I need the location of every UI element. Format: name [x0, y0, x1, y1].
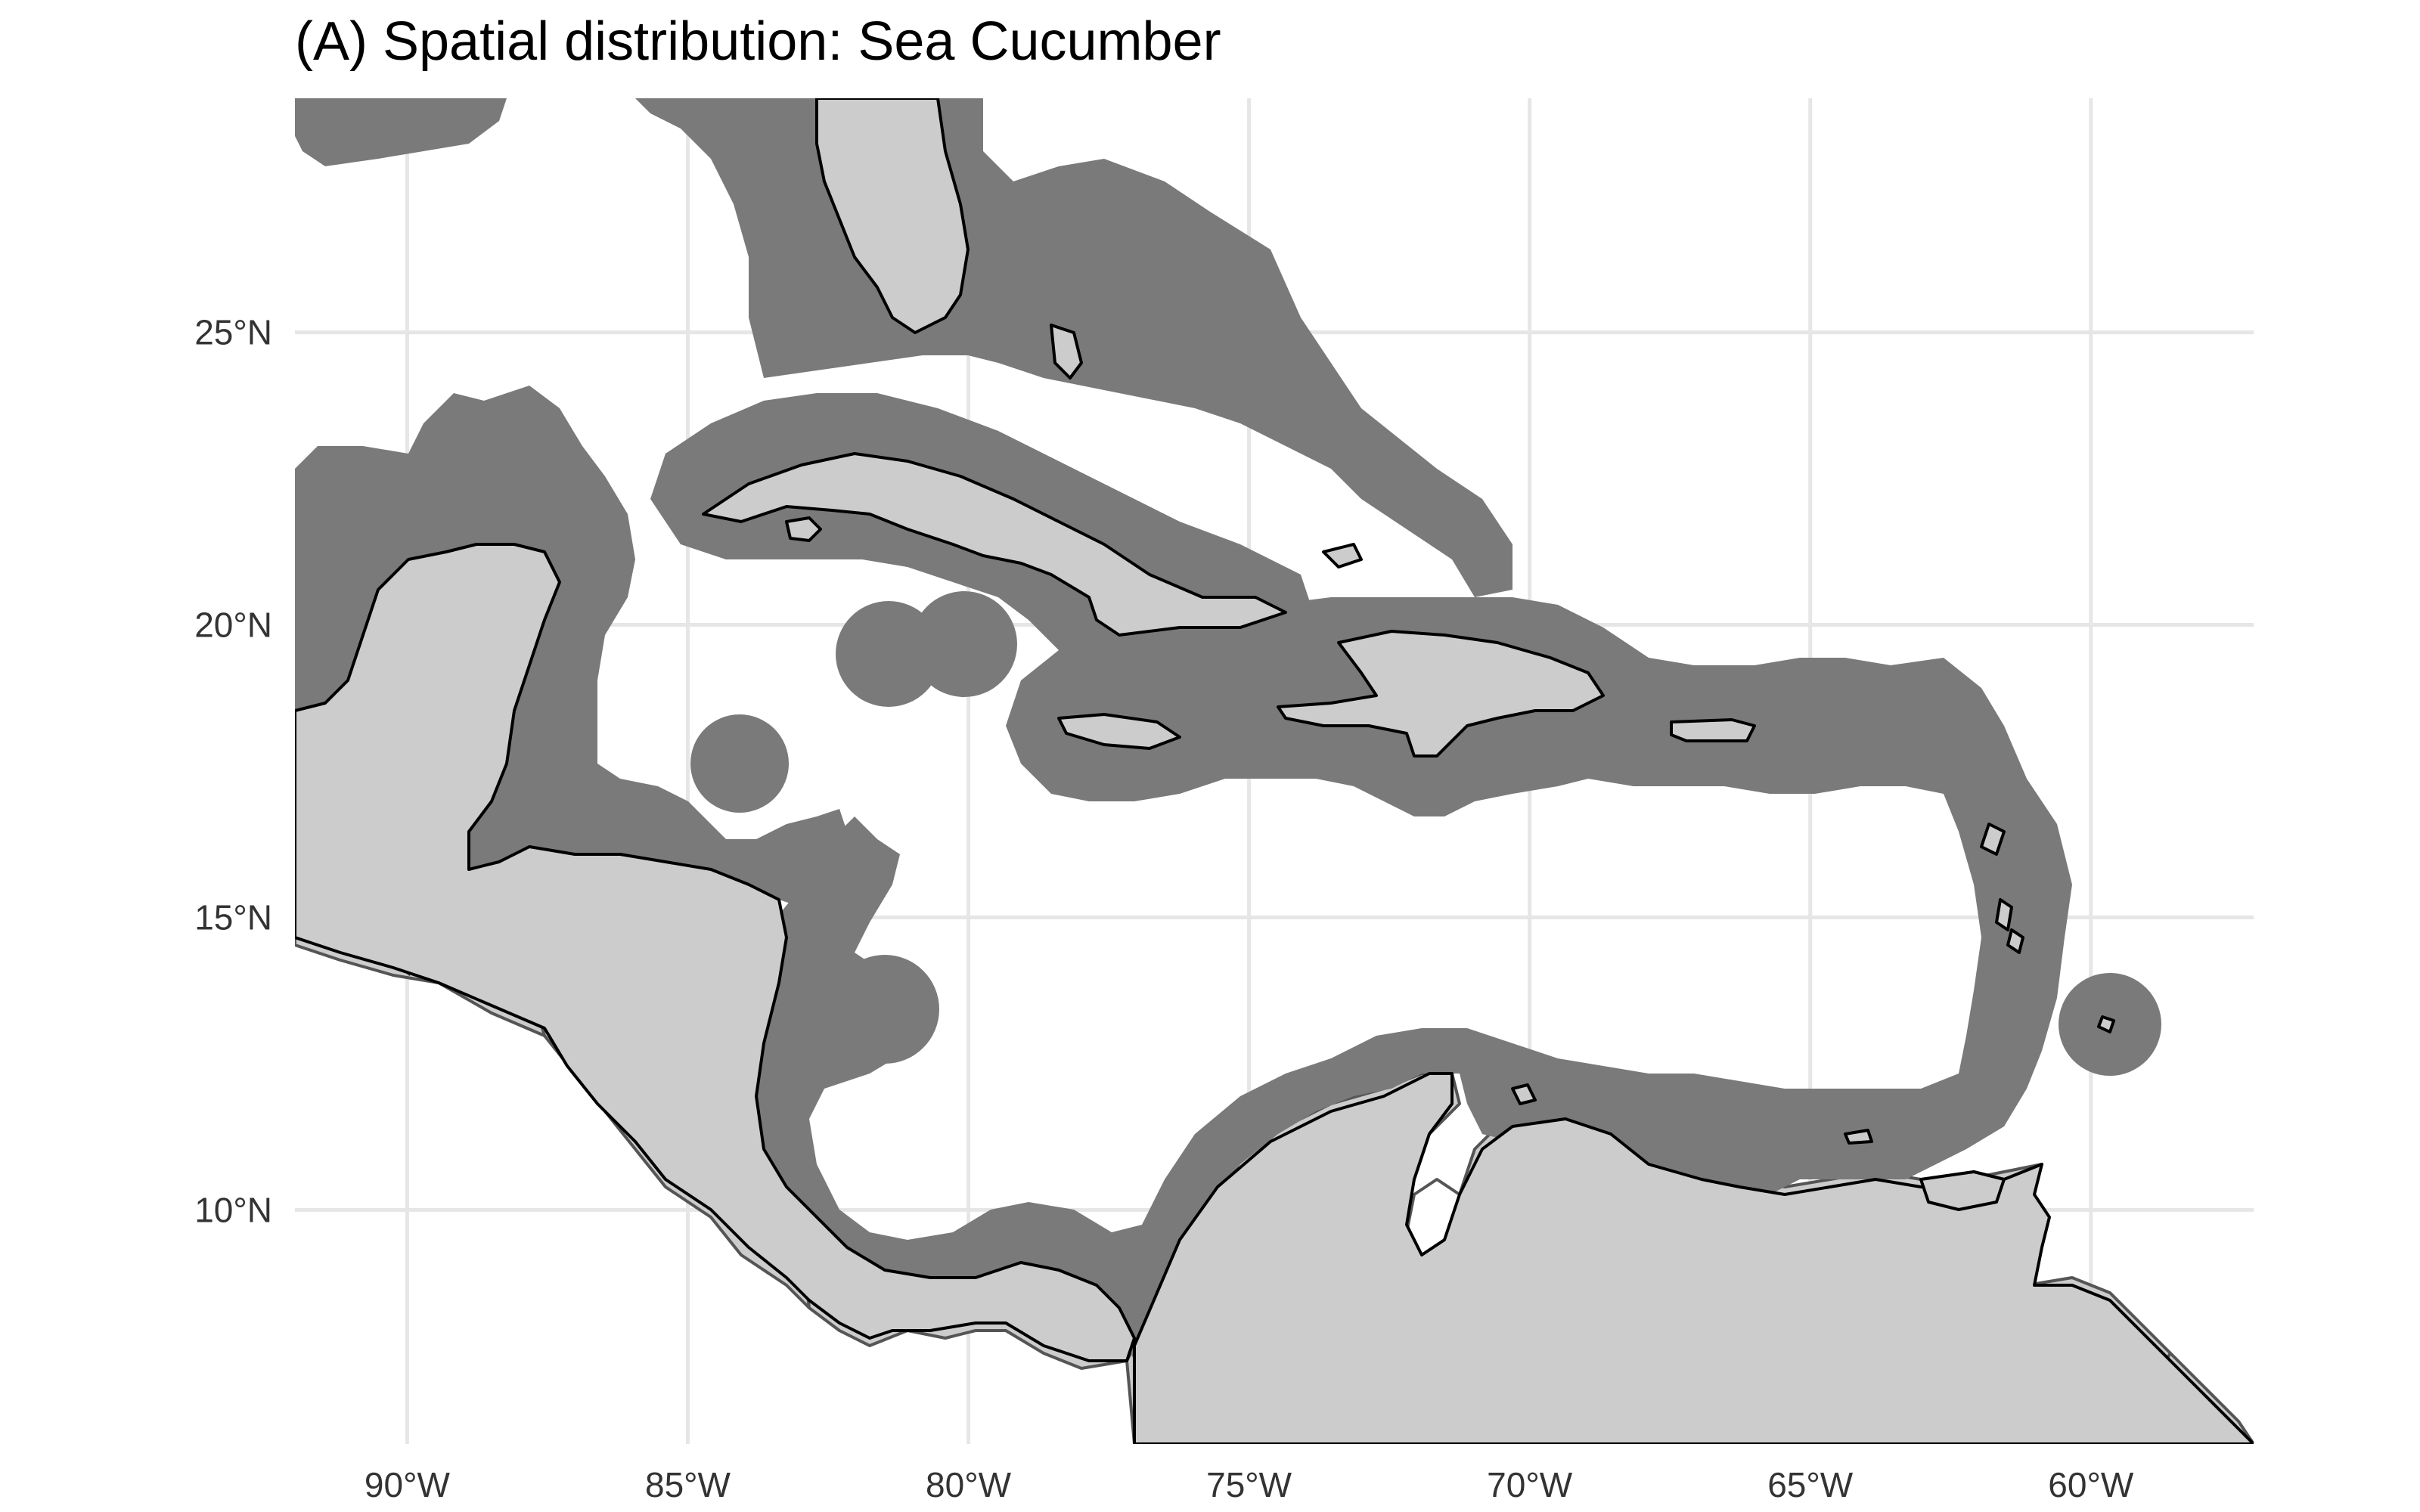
y-tick-label: 15°N: [194, 897, 272, 937]
coast-barbados: [2097, 1015, 2115, 1033]
latitude-tick-labels: 25°N 20°N 15°N 10°N: [194, 313, 272, 1230]
coastline: [295, 98, 2254, 1444]
range-gulf-fragment: [295, 98, 507, 166]
x-tick-label: 70°W: [1487, 1465, 1573, 1504]
coast-margarita: [1844, 1129, 1873, 1145]
x-tick-label: 75°W: [1206, 1465, 1292, 1504]
y-tick-label: 10°N: [194, 1190, 272, 1229]
x-tick-label: 90°W: [365, 1465, 451, 1504]
longitude-tick-labels: 90°W 85°W 80°W 75°W 70°W 65°W 60°W: [365, 1465, 2134, 1504]
x-tick-label: 65°W: [1767, 1465, 1854, 1504]
coast-trinidad: [1919, 1170, 2006, 1211]
coast-yucatan: [295, 543, 1136, 1362]
sea-cucumber-distribution: [295, 98, 2161, 1361]
coast-aruba-curacao: [1511, 1083, 1537, 1105]
coast-cuba: [702, 452, 1287, 637]
map-title: (A) Spatial distribution: Sea Cucumber: [295, 11, 1221, 72]
coast-florida: [815, 98, 970, 334]
coast-hispaniola: [1277, 630, 1605, 758]
coast-isla-juventud: [785, 516, 822, 542]
range-yucatan-belize: [295, 386, 885, 930]
x-tick-label: 60°W: [2048, 1465, 2134, 1504]
coast-puerto-rico: [1670, 718, 1756, 742]
y-tick-label: 20°N: [194, 606, 272, 645]
coast-st-lucia: [2006, 928, 2024, 954]
coast-andros: [1050, 324, 1083, 380]
coast-guadeloupe: [1980, 823, 2006, 856]
range-nicaragua-cays: [830, 955, 939, 1064]
coast-martinique: [1995, 898, 2013, 931]
y-tick-label: 25°N: [194, 313, 272, 352]
range-cayman-east: [911, 591, 1017, 697]
coast-south-america: [1133, 1072, 2254, 1444]
x-tick-label: 80°W: [926, 1465, 1012, 1504]
x-tick-label: 85°W: [645, 1465, 731, 1504]
coast-bahamas-a: [1322, 543, 1363, 569]
coast-jamaica: [1057, 713, 1181, 750]
range-swan-islands: [690, 714, 789, 813]
range-antilles: [749, 597, 2072, 1361]
